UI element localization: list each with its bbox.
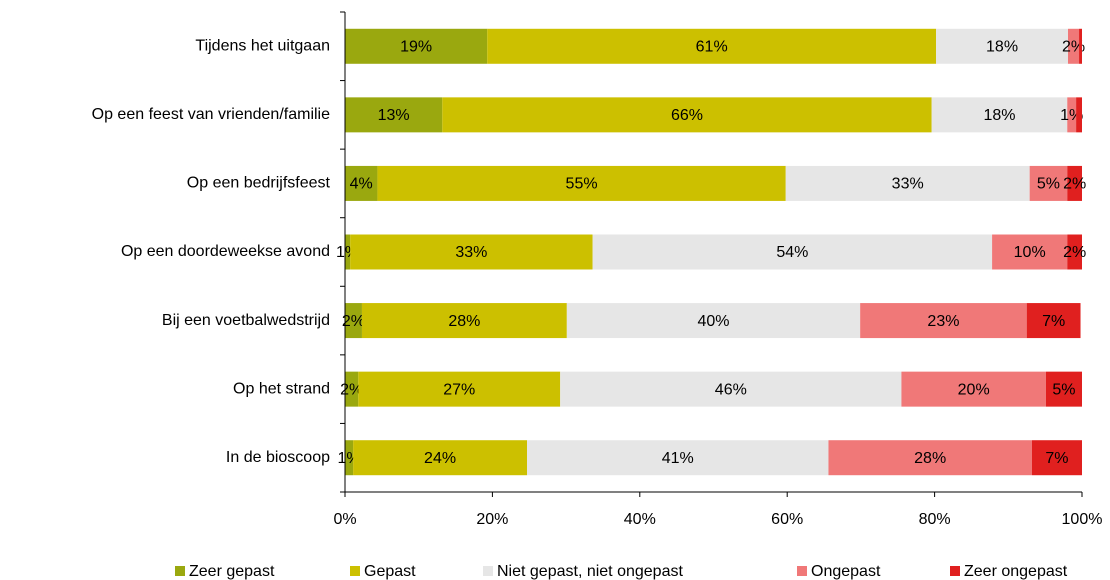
value-label: 4% xyxy=(350,176,373,193)
x-tick-label: 60% xyxy=(771,511,803,528)
x-tick-label: 80% xyxy=(919,511,951,528)
bar-segment xyxy=(1045,371,1082,407)
bar-segment xyxy=(1067,165,1082,201)
value-label: 66% xyxy=(671,107,703,124)
bar-segment xyxy=(1079,28,1082,64)
bar-segment xyxy=(527,440,829,476)
bar-segment xyxy=(361,303,567,339)
value-label: 40% xyxy=(697,313,729,330)
value-label: 5% xyxy=(1052,381,1075,398)
bar-segment xyxy=(353,440,528,476)
bar-segment xyxy=(901,371,1046,407)
value-label: 20% xyxy=(958,381,990,398)
bar-segment xyxy=(936,28,1068,64)
bar-segment xyxy=(560,371,902,407)
value-label: 23% xyxy=(927,313,959,330)
bar-segment xyxy=(350,234,593,270)
value-label: 41% xyxy=(662,450,694,467)
category-label: Bij een voetbalwedstrijd xyxy=(162,312,330,329)
bar-segment xyxy=(592,234,993,270)
category-label: Op een feest van vrienden/familie xyxy=(92,106,330,123)
category-label: Tijdens het uitgaan xyxy=(195,38,330,55)
bar-segment xyxy=(1076,97,1082,133)
x-tick-label: 40% xyxy=(624,511,656,528)
bar-segment xyxy=(1067,97,1077,133)
x-tick-label: 20% xyxy=(476,511,508,528)
category-label: Op een doordeweekse avond xyxy=(121,243,330,260)
bar-segment xyxy=(377,165,786,201)
legend-label: Niet gepast, niet ongepast xyxy=(497,563,683,580)
legend-label: Zeer ongepast xyxy=(964,563,1068,580)
value-label: 61% xyxy=(696,39,728,56)
value-label: 27% xyxy=(443,381,475,398)
value-label: 33% xyxy=(892,176,924,193)
legend-swatch xyxy=(175,566,185,576)
value-label: 18% xyxy=(983,107,1015,124)
bar-segment xyxy=(1067,234,1082,270)
value-label: 19% xyxy=(400,39,432,56)
bar-segment xyxy=(345,303,362,339)
legend-swatch xyxy=(483,566,493,576)
value-label: 28% xyxy=(914,450,946,467)
category-label: Op het strand xyxy=(233,380,330,397)
bar-segment xyxy=(358,371,561,407)
bar-segment xyxy=(345,165,378,201)
bar-segment xyxy=(345,440,354,476)
bar-segment xyxy=(931,97,1068,133)
value-label: 2% xyxy=(342,313,365,330)
bar-segment xyxy=(345,371,359,407)
category-label: In de bioscoop xyxy=(226,449,330,466)
bar-segment xyxy=(860,303,1027,339)
x-tick-label: 0% xyxy=(333,511,356,528)
bar-segment xyxy=(1031,440,1082,476)
value-label: 10% xyxy=(1014,244,1046,261)
value-label: 13% xyxy=(378,107,410,124)
value-label: 24% xyxy=(424,450,456,467)
value-label: 54% xyxy=(776,244,808,261)
bar-segment xyxy=(345,234,351,270)
value-label: 28% xyxy=(448,313,480,330)
bar-segment xyxy=(785,165,1030,201)
value-label: 18% xyxy=(986,39,1018,56)
value-label: 55% xyxy=(566,176,598,193)
value-label: 33% xyxy=(455,244,487,261)
bar-segment xyxy=(566,303,861,339)
value-label: 2% xyxy=(340,381,363,398)
bar-segment xyxy=(992,234,1068,270)
bar-segment xyxy=(442,97,932,133)
bar-segment xyxy=(487,28,937,64)
value-label: 2% xyxy=(1063,244,1086,261)
value-label: 46% xyxy=(715,381,747,398)
legend-label: Gepast xyxy=(364,563,416,580)
bar-segment xyxy=(345,97,443,133)
bar-segment xyxy=(345,28,488,64)
value-label: 5% xyxy=(1037,176,1060,193)
x-tick-label: 100% xyxy=(1062,511,1103,528)
value-label: 7% xyxy=(1045,450,1068,467)
bar-segment xyxy=(1029,165,1068,201)
legend-label: Ongepast xyxy=(811,563,881,580)
legend-swatch xyxy=(797,566,807,576)
bar-segment xyxy=(828,440,1032,476)
legend-swatch xyxy=(350,566,360,576)
bar-segment xyxy=(1067,28,1080,64)
category-label: Op een bedrijfsfeest xyxy=(187,175,331,192)
bar-segment xyxy=(1026,303,1081,339)
legend-label: Zeer gepast xyxy=(189,563,275,580)
value-label: 2% xyxy=(1063,176,1086,193)
value-label: 7% xyxy=(1042,313,1065,330)
legend-swatch xyxy=(950,566,960,576)
